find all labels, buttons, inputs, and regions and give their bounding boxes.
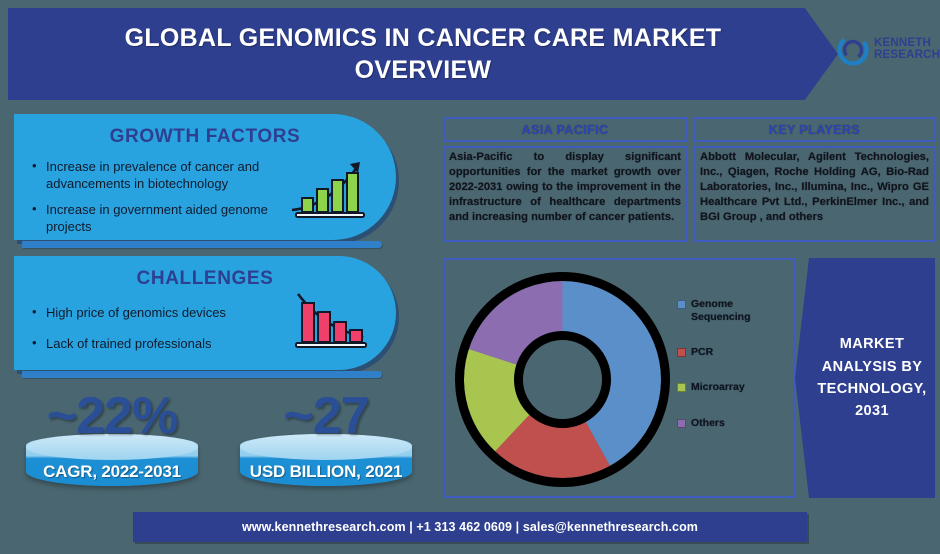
key-players-title: KEY PLAYERS <box>768 122 861 137</box>
legend-swatch-icon <box>677 418 686 428</box>
legend-label: Others <box>691 416 725 429</box>
growth-factors-card: GROWTH FACTORS Increase in prevalence of… <box>14 114 396 240</box>
asia-pacific-body: Asia-Pacific to display significant oppo… <box>449 151 681 223</box>
legend-swatch-icon <box>677 383 686 393</box>
footer-contact: www.kennethresearch.com | +1 313 462 060… <box>241 520 699 534</box>
legend-item: PCR <box>677 346 789 359</box>
challenges-card: CHALLENGES High price of genomics device… <box>14 256 396 370</box>
market-analysis-banner: MARKET ANALYSIS BY TECHNOLOGY, 2031 <box>795 258 935 498</box>
brand-logo: KENNETH RESEARCH <box>836 24 940 76</box>
stat-cagr: ~22% CAGR, 2022-2031 <box>18 387 206 494</box>
pie-slice <box>495 379 610 478</box>
challenges-title: CHALLENGES <box>136 268 274 289</box>
legend-label: Genome Sequencing <box>691 298 751 324</box>
donut-chart <box>455 272 670 487</box>
technology-chart-panel: Genome Sequencing PCR Microarray Others <box>443 258 795 498</box>
bar-chart-down-arrow-icon <box>288 286 370 356</box>
logo-wordmark: KENNETH RESEARCH <box>874 38 940 61</box>
key-players-body: Abbott Molecular, Agilent Technologies, … <box>700 151 929 223</box>
page-title: GLOBAL GENOMICS IN CANCER CARE MARKET OV… <box>124 24 722 84</box>
key-players-header: KEY PLAYERS <box>694 117 935 142</box>
chart-legend: Genome Sequencing PCR Microarray Others <box>677 298 789 452</box>
legend-item: Others <box>677 417 789 430</box>
growth-factors-list: Increase in prevalence of cancer and adv… <box>30 157 380 236</box>
legend-item: Genome Sequencing <box>677 298 789 324</box>
list-item: High price of genomics devices <box>30 303 298 321</box>
cylinder-top <box>26 434 198 460</box>
stat-label: CAGR, 2022-2031 <box>43 462 181 481</box>
challenges-card-shadow <box>22 371 382 378</box>
legend-label: PCR <box>691 346 714 359</box>
legend-swatch-icon <box>677 300 686 309</box>
stat-usd-billion: ~27 USD BILLION, 2021 <box>232 387 420 494</box>
asia-pacific-box <box>443 146 687 242</box>
list-item: Lack of trained professionals <box>30 334 298 352</box>
key-players-box <box>694 146 935 242</box>
asia-pacific-header: ASIA PACIFIC <box>443 117 687 142</box>
challenges-list: High price of genomics devices Lack of t… <box>30 303 380 352</box>
legend-item: Microarray <box>677 381 789 394</box>
donut-chart-svg <box>455 272 670 487</box>
logo-line-1: KENNETH <box>874 37 931 50</box>
growth-factors-card-shadow <box>22 241 382 248</box>
stat-value: ~22% <box>46 387 178 445</box>
bar-chart-up-arrow-icon <box>288 156 370 226</box>
list-item: Increase in prevalence of cancer and adv… <box>30 157 298 192</box>
asia-pacific-title: ASIA PACIFIC <box>521 122 609 137</box>
header-banner: GLOBAL GENOMICS IN CANCER CARE MARKET OV… <box>8 8 838 100</box>
list-item: Increase in government aided genome proj… <box>30 200 298 235</box>
legend-swatch-icon <box>677 348 686 358</box>
market-analysis-label: MARKET ANALYSIS BY TECHNOLOGY, 2031 <box>817 336 927 420</box>
logo-line-2: RESEARCH <box>874 49 940 61</box>
footer-bar: www.kennethresearch.com | +1 313 462 060… <box>133 512 807 542</box>
cylinder-top <box>240 434 412 460</box>
swirl-circle-icon <box>836 33 870 67</box>
stat-value: ~27 <box>283 387 369 445</box>
growth-factors-title: GROWTH FACTORS <box>109 126 301 147</box>
legend-label: Microarray <box>691 381 745 394</box>
stat-label: USD BILLION, 2021 <box>249 462 403 481</box>
